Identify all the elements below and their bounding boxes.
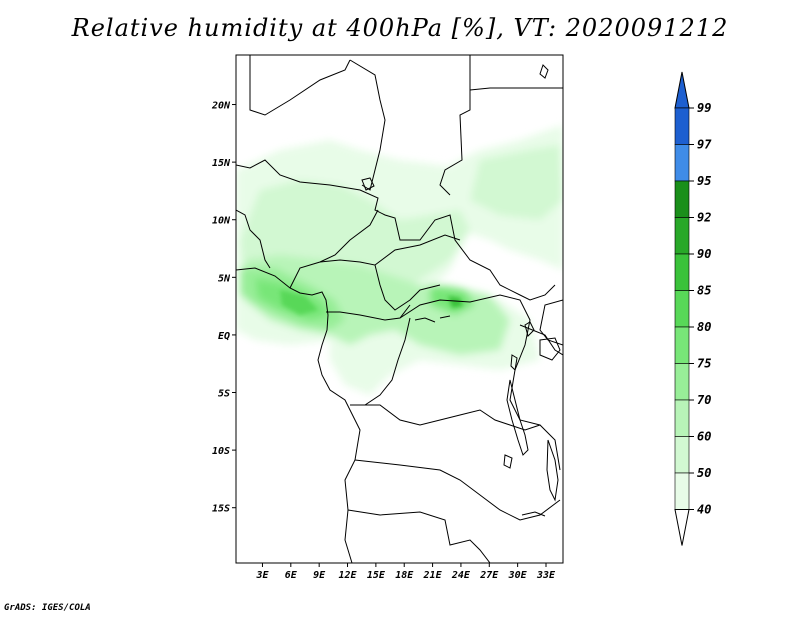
- map-borders: [236, 55, 563, 563]
- lat-tick-label: 10S: [212, 446, 230, 457]
- humidity-region-peak-west: [280, 290, 318, 315]
- colorbar-level-label: 85: [697, 284, 711, 298]
- lon-tick-label: 15E: [367, 570, 386, 581]
- colorbar-level-label: 75: [697, 357, 711, 371]
- lake-turkana-frag: [539, 64, 549, 79]
- colorbar-swatch: [674, 290, 690, 328]
- colorbar-level-label: 92: [697, 211, 711, 225]
- humidity-region-peak-center: [448, 296, 463, 308]
- chart-title: Relative humidity at 400hPa [%], VT: 202…: [71, 14, 729, 42]
- colorbar-swatch: [674, 399, 690, 437]
- grads-credit: GrADS: IGES/COLA: [4, 603, 91, 613]
- lat-tick-label: 15S: [212, 504, 230, 515]
- humidity-region-east2: [470, 145, 563, 220]
- humidity-field: [236, 125, 563, 395]
- lon-tick-label: 12E: [338, 570, 357, 581]
- lake-malawi: [546, 439, 559, 502]
- lat-tick-label: 15N: [212, 158, 231, 169]
- lon-tick-label: 9E: [313, 570, 326, 581]
- lat-tick-label: 5N: [218, 273, 231, 284]
- river-frag1: [414, 317, 436, 323]
- colorbar-level-label: 40: [697, 503, 711, 517]
- colorbar-bottom-arrow: [674, 509, 690, 546]
- lake-albert: [524, 321, 535, 337]
- lakes: [361, 64, 561, 517]
- colorbar-swatch: [674, 144, 690, 182]
- lon-tick-label: 33E: [536, 570, 556, 581]
- colorbar-swatch: [674, 253, 690, 291]
- lat-tick-label: 5S: [218, 389, 230, 400]
- lat-tick-label: EQ: [218, 331, 230, 342]
- colorbar-level-label: 99: [697, 101, 711, 115]
- lake-mweru: [503, 454, 513, 469]
- colorbar-level-label: 95: [697, 174, 711, 188]
- lake-tanganyika: [506, 379, 529, 456]
- colorbar-level-label: 70: [697, 393, 711, 407]
- colorbar-swatch: [674, 217, 690, 255]
- lake-kivu: [510, 354, 518, 372]
- lake-chad: [361, 177, 375, 191]
- axis-ticks: 20N 15N 10N 5N EQ 5S 10S 15S 3E 6E 9E 12E 15E 18E 21E 2…: [211, 101, 556, 581]
- colorbar-level-label: 50: [697, 466, 711, 480]
- colorbar-swatch: [674, 363, 690, 401]
- map-frame: [235, 54, 564, 564]
- colorbar-swatch: [674, 436, 690, 474]
- lon-tick-label: 6E: [285, 570, 298, 581]
- lon-tick-label: 27E: [479, 570, 499, 581]
- lon-tick-label: 24E: [451, 570, 471, 581]
- colorbar-level-label: 90: [697, 247, 711, 261]
- lat-tick-label: 10N: [212, 216, 231, 227]
- colorbar-swatch: [674, 326, 690, 364]
- colorbar-level-label: 97: [697, 138, 712, 152]
- lon-tick-label: 18E: [395, 570, 414, 581]
- colorbar-swatch: [674, 472, 690, 510]
- lake-kariba: [521, 511, 546, 517]
- colorbar-swatch: [674, 180, 690, 218]
- lon-tick-label: 3E: [255, 570, 269, 581]
- river-frag2: [439, 315, 451, 319]
- colorbar-swatch: [674, 107, 690, 145]
- lake-victoria: [539, 337, 561, 361]
- colorbar-top-arrow: [674, 71, 690, 109]
- colorbar: 99 97 95 92 90 85 80 75 70 60 50 40: [674, 71, 712, 546]
- colorbar-level-label: 80: [697, 320, 711, 334]
- colorbar-level-label: 60: [697, 430, 711, 444]
- humidity-region-band2: [245, 255, 510, 355]
- lat-tick-label: 20N: [211, 101, 231, 112]
- lon-tick-label: 21E: [423, 570, 443, 581]
- lon-tick-label: 30E: [508, 570, 528, 581]
